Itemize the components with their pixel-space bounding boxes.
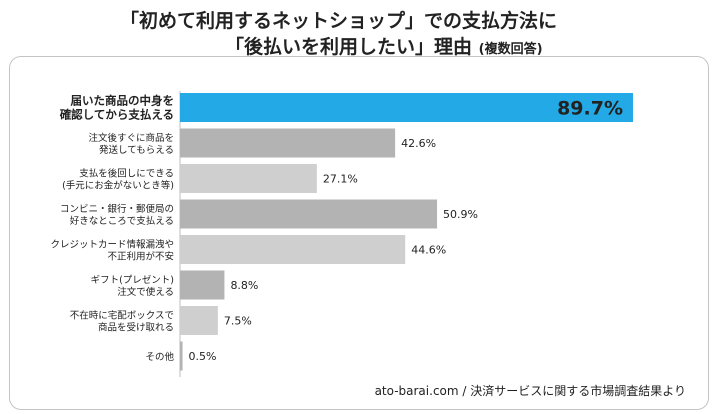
chart-panel: 89.7% 届いた商品の中身を確認してから支払える 42.6% 注文後すぐに商品を発送…: [9, 56, 709, 410]
bar-1: [180, 128, 396, 158]
chart-title-note: (複数回答): [478, 42, 543, 57]
bar-6: [180, 306, 218, 335]
bar-2: [180, 164, 317, 193]
value-label-0: 89.7%: [557, 98, 623, 120]
value-label-7: 0.5%: [189, 350, 217, 363]
bar-5: [180, 270, 225, 300]
value-label-4: 44.6%: [411, 244, 446, 257]
value-label-3: 50.9%: [443, 208, 478, 221]
category-label-7: その他: [145, 351, 174, 363]
value-label-5: 8.8%: [230, 279, 258, 292]
chart-title-line2: 「後払いを利用したい」理由 (複数回答): [225, 32, 543, 59]
source-note: ato-barai.com / 決済サービスに関する市場調査結果より: [374, 384, 686, 398]
bar-4: [180, 235, 406, 264]
chart-title-line1: 「初めて利用するネットショップ」での支払方法に: [120, 10, 558, 32]
category-label-3: コンビニ・銀行・郵便局の好きなところで支払える: [60, 203, 174, 227]
category-label-6: 不在時に宅配ボックスで商品を受け取れる: [70, 310, 174, 334]
value-label-6: 7.5%: [224, 315, 252, 328]
category-label-5: ギフト(プレゼント)注文で使える: [91, 274, 174, 298]
bar-3: [180, 199, 438, 229]
value-label-2: 27.1%: [323, 173, 358, 186]
bar-chart: 89.7% 届いた商品の中身を確認してから支払える 42.6% 注文後すぐに商品を発送…: [50, 91, 633, 377]
category-label-2: 支払を後回しにできる(手元にお金がないとき等): [62, 168, 174, 192]
value-label-1: 42.6%: [401, 137, 436, 150]
category-label-1: 注文後すぐに商品を発送してもらえる: [88, 132, 174, 156]
chart-title-main: 「後払いを利用したい」理由: [225, 36, 473, 58]
bar-0: [180, 93, 633, 122]
bar-7: [180, 341, 183, 371]
category-label-4: クレジットカード情報漏洩や不正利用が不安: [50, 239, 174, 263]
category-label-0: 届いた商品の中身を確認してから支払える: [60, 94, 174, 122]
